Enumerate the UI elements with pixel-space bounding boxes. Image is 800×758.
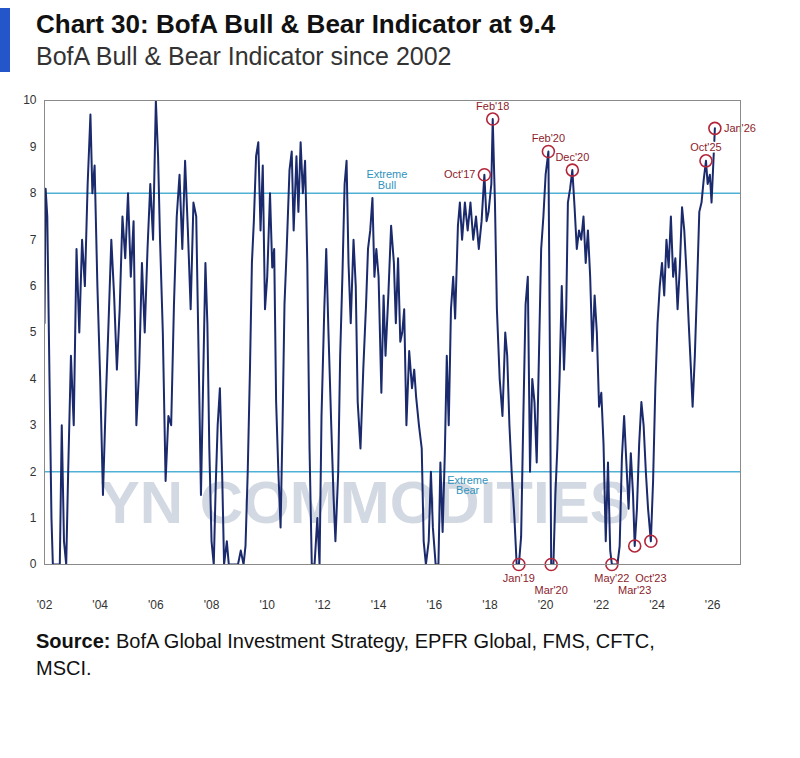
html-text:Source: BofA Global Investment: Source: BofA Global Investment Strategy,… bbox=[36, 630, 655, 679]
svg-text:'08: '08 bbox=[204, 598, 220, 612]
svg-text:5: 5 bbox=[30, 325, 37, 339]
svg-text:Jan'19: Jan'19 bbox=[503, 572, 535, 584]
svg-text:'14: '14 bbox=[371, 598, 387, 612]
svg-text:6: 6 bbox=[30, 279, 37, 293]
svg-text:Oct'23: Oct'23 bbox=[635, 572, 666, 584]
svg-text:Jan'26: Jan'26 bbox=[724, 122, 756, 134]
svg-text:Mar'20: Mar'20 bbox=[535, 584, 568, 596]
svg-text:9: 9 bbox=[30, 140, 37, 154]
svg-text:10: 10 bbox=[23, 93, 37, 107]
svg-text:0: 0 bbox=[30, 557, 37, 571]
svg-text:'16: '16 bbox=[426, 598, 442, 612]
html-text:Chart 30: BofA Bull & Bear Ind: Chart 30: BofA Bull & Bear Indicator at … bbox=[36, 9, 556, 39]
svg-text:Mar'23: Mar'23 bbox=[618, 584, 651, 596]
svg-text:'24: '24 bbox=[649, 598, 665, 612]
svg-text:ExtremeBull: ExtremeBull bbox=[366, 168, 407, 191]
svg-text:'18: '18 bbox=[482, 598, 498, 612]
svg-text:ExtremeBear: ExtremeBear bbox=[447, 474, 488, 497]
svg-text:Oct'25: Oct'25 bbox=[690, 141, 721, 153]
html-text:BofA Bull & Bear Indicator sin: BofA Bull & Bear Indicator since 2002 bbox=[36, 42, 452, 70]
svg-text:3: 3 bbox=[30, 418, 37, 432]
svg-text:Feb'18: Feb'18 bbox=[476, 100, 509, 112]
svg-text:'22: '22 bbox=[593, 598, 609, 612]
svg-text:Feb'20: Feb'20 bbox=[532, 132, 565, 144]
svg-text:Dec'20: Dec'20 bbox=[555, 151, 589, 163]
svg-text:'26: '26 bbox=[705, 598, 721, 612]
svg-text:'02: '02 bbox=[37, 598, 53, 612]
svg-text:1: 1 bbox=[30, 511, 37, 525]
svg-text:YN COMMODITIES: YN COMMODITIES bbox=[99, 469, 630, 537]
svg-text:7: 7 bbox=[30, 233, 37, 247]
svg-text:8: 8 bbox=[30, 186, 37, 200]
svg-text:'12: '12 bbox=[315, 598, 331, 612]
svg-text:'10: '10 bbox=[259, 598, 275, 612]
svg-text:'06: '06 bbox=[148, 598, 164, 612]
svg-text:May'22: May'22 bbox=[594, 572, 629, 584]
svg-text:4: 4 bbox=[30, 372, 37, 386]
svg-text:2: 2 bbox=[30, 465, 37, 479]
svg-text:Oct'17: Oct'17 bbox=[444, 168, 475, 180]
svg-text:'20: '20 bbox=[538, 598, 554, 612]
svg-text:'04: '04 bbox=[92, 598, 108, 612]
